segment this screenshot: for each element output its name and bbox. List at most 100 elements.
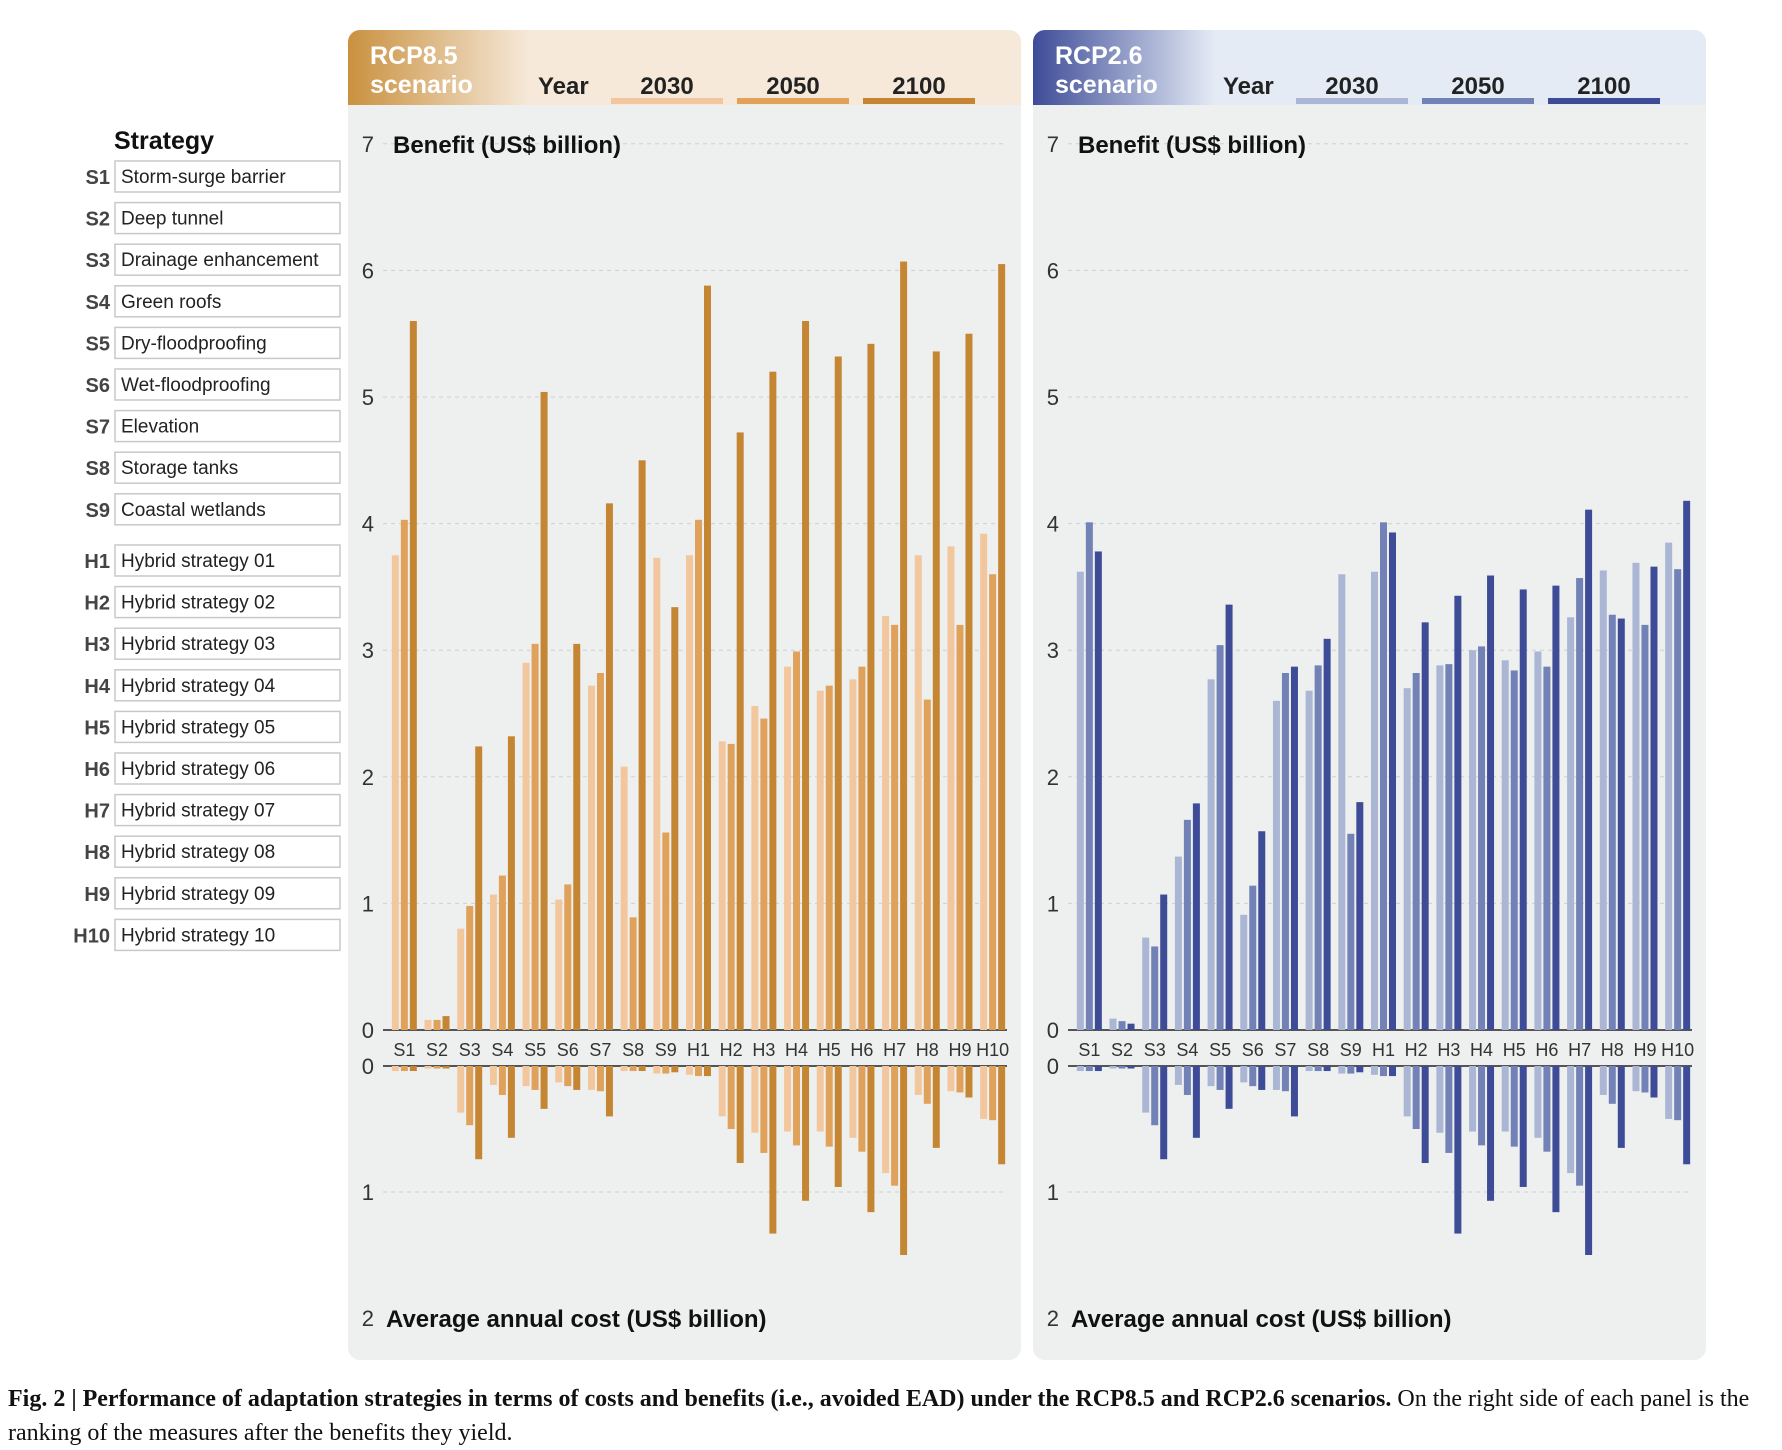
benefit-bar-h8-2100 [1617, 618, 1625, 1030]
legend-code: S9 [86, 500, 110, 522]
category-label-h1: H1 [1372, 1040, 1395, 1060]
cost-bar-h9-2030 [1632, 1066, 1640, 1092]
cost-bar-h7-2030 [1567, 1066, 1575, 1174]
year-label: Year [538, 73, 589, 100]
cost-bar-h6-2100 [867, 1066, 875, 1213]
cost-bar-s6-2100 [573, 1066, 581, 1090]
category-label-h7: H7 [1568, 1040, 1591, 1060]
legend-name: Hybrid strategy 09 [121, 884, 275, 905]
legend-code: S1 [86, 167, 110, 189]
cost-bar-h6-2100 [1552, 1066, 1560, 1213]
legend-name: Hybrid strategy 08 [121, 842, 275, 863]
benefit-bar-h9-2050 [1641, 624, 1649, 1030]
benefit-bar-s7-2100 [605, 503, 613, 1030]
category-label-h10: H10 [976, 1040, 1009, 1060]
legend-box [114, 285, 341, 318]
cost-bar-s7-2030 [587, 1066, 595, 1090]
benefit-bar-s1-2100 [1094, 551, 1102, 1030]
cost-bar-h3-2100 [1454, 1066, 1462, 1234]
cost-bar-s5-2030 [522, 1066, 530, 1087]
benefit-bar-s8-2030 [1305, 690, 1313, 1030]
category-label-h5: H5 [818, 1040, 841, 1060]
category-label-h9: H9 [948, 1040, 971, 1060]
cost-bar-s2-2100 [442, 1066, 450, 1069]
benefit-bar-h9-2050 [956, 624, 964, 1030]
cost-bar-h4-2030 [1469, 1066, 1477, 1132]
benefit-bar-s7-2100 [1290, 666, 1298, 1030]
legend-code: H2 [84, 593, 110, 615]
cost-bar-s9-2100 [671, 1066, 679, 1073]
legend-box [114, 451, 341, 484]
cost-bar-h7-2030 [882, 1066, 890, 1174]
category-label-h8: H8 [1601, 1040, 1624, 1060]
cost-bar-h5-2050 [1510, 1066, 1518, 1147]
benefit-bar-h8-2030 [1599, 570, 1607, 1030]
category-label-h4: H4 [785, 1040, 808, 1060]
legend-name: Deep tunnel [121, 209, 223, 230]
cost-tick-label: 2 [362, 1306, 374, 1331]
legend-box [114, 877, 341, 910]
legend-item-s1: S1 Storm-surge barrier [86, 160, 341, 193]
legend-code: H7 [84, 801, 110, 823]
legend-name: Hybrid strategy 10 [121, 925, 275, 946]
benefit-bar-h7-2100 [1585, 509, 1593, 1030]
benefit-bar-h4-2030 [784, 666, 792, 1030]
legend-code: H8 [84, 842, 110, 864]
cost-bar-h8-2100 [932, 1066, 940, 1148]
cost-bar-s3-2100 [475, 1066, 483, 1160]
cost-bar-s1-2050 [400, 1066, 408, 1072]
category-label-h2: H2 [1405, 1040, 1428, 1060]
cost-bar-h2-2030 [1403, 1066, 1411, 1117]
cost-tick-label: 2 [1047, 1306, 1059, 1331]
legend-name: Hybrid strategy 02 [121, 593, 275, 614]
legend-code: H6 [84, 759, 110, 781]
cost-bar-h8-2100 [1617, 1066, 1625, 1148]
cost-bar-h8-2050 [923, 1066, 931, 1104]
benefit-bar-s8-2030 [620, 766, 628, 1030]
cost-bar-h4-2050 [1478, 1066, 1486, 1146]
cost-bar-s6-2030 [555, 1066, 563, 1083]
benefit-tick-label: 0 [362, 1018, 374, 1043]
category-label-s6: S6 [1242, 1040, 1264, 1060]
legend-code: S4 [86, 292, 111, 314]
legend-box [114, 835, 341, 868]
cost-bar-h10-2030 [980, 1066, 988, 1119]
benefit-bar-s3-2100 [1160, 894, 1168, 1030]
benefit-bar-h6-2100 [867, 343, 875, 1030]
benefit-axis-title: Benefit (US$ billion) [1078, 132, 1306, 159]
benefit-bar-s9-2030 [1338, 574, 1346, 1030]
legend-item-h3: H3 Hybrid strategy 03 [84, 627, 341, 660]
benefit-tick-label: 6 [362, 258, 374, 283]
cost-bar-h1-2050 [695, 1066, 702, 1077]
benefit-bar-h4-2050 [793, 651, 801, 1030]
benefit-bar-h7-2050 [1576, 578, 1584, 1030]
category-label-h9: H9 [1633, 1040, 1656, 1060]
cost-bar-h2-2050 [1412, 1066, 1420, 1129]
cost-bar-h9-2100 [965, 1066, 973, 1098]
benefit-bar-h10-2100 [1683, 500, 1691, 1030]
benefit-bar-s9-2050 [662, 832, 670, 1030]
benefit-bar-s2-2030 [1109, 1018, 1117, 1030]
benefit-bar-s4-2050 [1183, 819, 1191, 1030]
cost-tick-label: 0 [1047, 1054, 1059, 1079]
legend-box [114, 627, 341, 660]
benefit-bar-h7-2100 [900, 261, 908, 1031]
year-legend-2050: 2050 [1451, 73, 1504, 100]
benefit-bar-h1-2030 [686, 555, 693, 1030]
benefit-bar-s9-2100 [671, 607, 679, 1030]
legend-box [114, 669, 341, 702]
legend-box [114, 243, 341, 276]
legend-name: Storm-surge barrier [121, 167, 286, 188]
benefit-bar-h10-2030 [980, 533, 988, 1030]
benefit-bar-s1-2030 [391, 555, 399, 1030]
category-label-s8: S8 [622, 1040, 644, 1060]
legend-name: Green roofs [121, 292, 221, 313]
scenario-label: RCP8.5 [370, 42, 458, 70]
benefit-bar-h1-2050 [695, 519, 702, 1030]
category-label-s6: S6 [557, 1040, 579, 1060]
legend-box [114, 918, 341, 952]
category-label-s7: S7 [589, 1040, 611, 1060]
legend-heading: Strategy [114, 127, 214, 155]
benefit-bar-h6-2030 [1534, 651, 1542, 1030]
legend-name: Hybrid strategy 04 [121, 676, 276, 697]
